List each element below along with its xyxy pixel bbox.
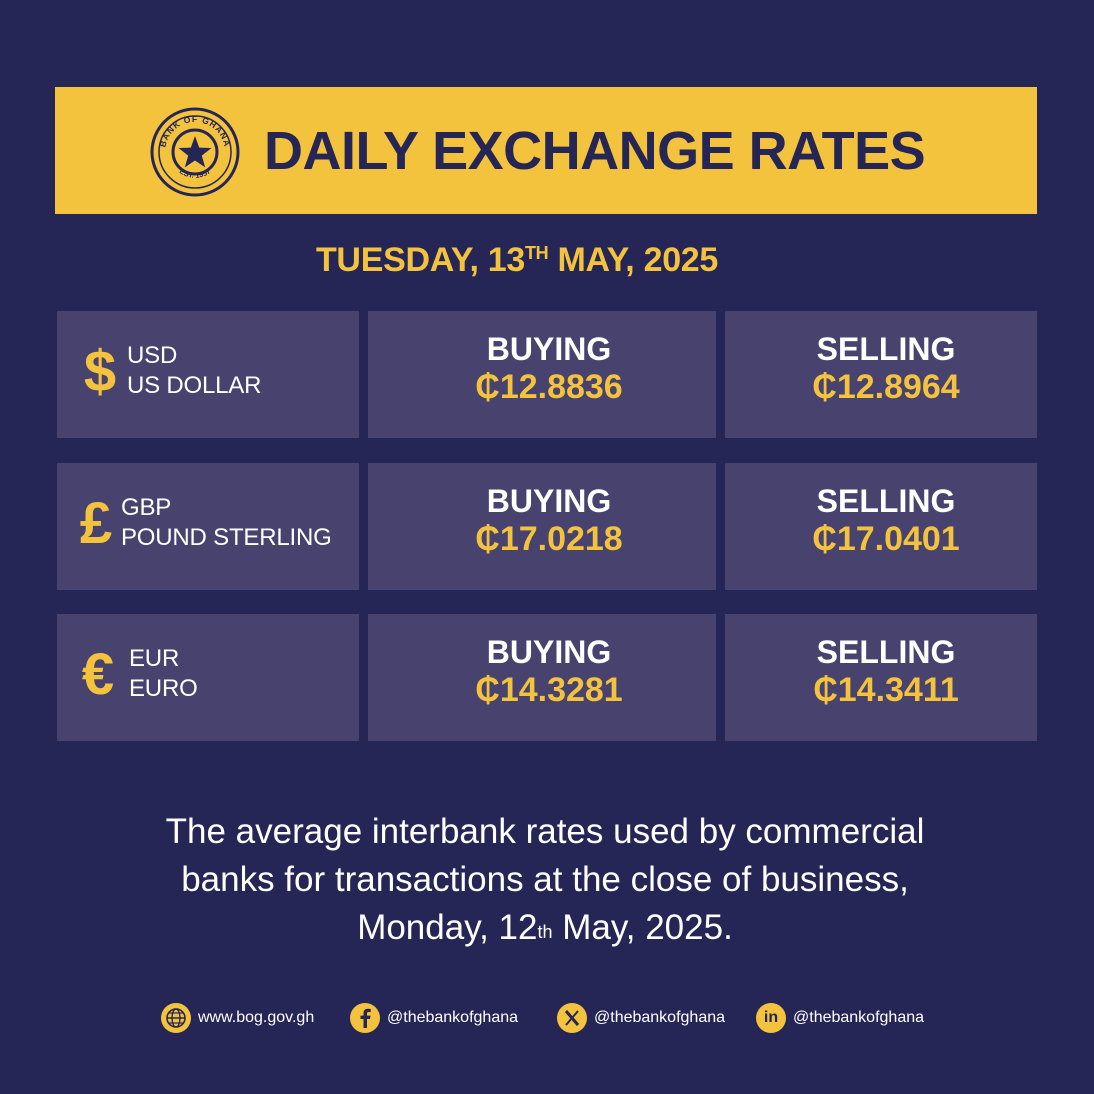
- x-handle: @thebankofghana: [594, 1009, 726, 1026]
- pound-icon: £: [79, 491, 113, 556]
- selling-label: SELLING: [816, 331, 956, 367]
- selling-rate: ₵14.3411: [813, 671, 959, 709]
- rate-row-gbp: £ GBP POUND STERLING BUYING ₵17.0218 SEL…: [57, 463, 1037, 590]
- buying-cell: BUYING ₵12.8836: [368, 311, 716, 438]
- currency-code: USD: [127, 342, 178, 369]
- page-title: DAILY EXCHANGE RATES: [264, 121, 926, 181]
- buying-label: BUYING: [486, 634, 612, 670]
- selling-rate: ₵12.8964: [812, 368, 960, 406]
- rate-row-eur: € EUR EURO BUYING ₵14.3281 SELLING ₵14.3…: [57, 614, 1037, 741]
- footnote-line: Monday, 12th May, 2025.: [357, 908, 733, 947]
- footnote: The average interbank rates used by comm…: [0, 808, 1094, 952]
- facebook-handle: @thebankofghana: [387, 1009, 519, 1026]
- dollar-icon: $: [83, 339, 117, 404]
- x-icon: [557, 1003, 587, 1033]
- selling-cell: SELLING ₵14.3411: [725, 614, 1037, 741]
- footnote-line: banks for transactions at the close of b…: [181, 860, 909, 899]
- selling-rate: ₵17.0401: [812, 520, 960, 558]
- footnote-line: The average interbank rates used by comm…: [165, 812, 925, 851]
- linkedin-icon: in: [756, 1003, 786, 1033]
- buying-rate: ₵12.8836: [475, 368, 623, 406]
- currency-cell: £ GBP POUND STERLING: [57, 463, 359, 590]
- currency-cell: € EUR EURO: [57, 614, 359, 741]
- linkedin-link[interactable]: in @thebankofghana: [756, 1002, 924, 1034]
- buying-rate: ₵17.0218: [475, 520, 623, 558]
- header-banner: BANK OF GHANA EST. 1957 DAILY EXCHANGE R…: [55, 87, 1037, 214]
- buying-cell: BUYING ₵17.0218: [368, 463, 716, 590]
- buying-rate: ₵14.3281: [475, 671, 623, 709]
- currency-name: POUND STERLING: [121, 524, 332, 551]
- buying-label: BUYING: [486, 483, 612, 519]
- facebook-link[interactable]: @thebankofghana: [350, 1002, 518, 1034]
- date-heading: TUESDAY, 13TH MAY, 2025: [315, 241, 719, 279]
- currency-code: GBP: [121, 494, 172, 521]
- linkedin-handle: @thebankofghana: [793, 1009, 925, 1026]
- selling-cell: SELLING ₵12.8964: [725, 311, 1037, 438]
- selling-label: SELLING: [816, 483, 956, 519]
- website-text: www.bog.gov.gh: [198, 1009, 315, 1026]
- rate-row-usd: $ USD US DOLLAR BUYING ₵12.8836 SELLING …: [57, 311, 1037, 438]
- currency-name: US DOLLAR: [127, 372, 262, 399]
- bank-of-ghana-seal-icon: BANK OF GHANA EST. 1957: [150, 107, 240, 197]
- euro-icon: €: [81, 642, 115, 707]
- currency-code: EUR: [129, 645, 180, 672]
- buying-cell: BUYING ₵14.3281: [368, 614, 716, 741]
- globe-icon: [161, 1003, 191, 1033]
- selling-cell: SELLING ₵17.0401: [725, 463, 1037, 590]
- facebook-icon: [350, 1003, 380, 1033]
- website-link[interactable]: www.bog.gov.gh: [161, 1002, 314, 1034]
- currency-cell: $ USD US DOLLAR: [57, 311, 359, 438]
- svg-text:EST. 1957: EST. 1957: [178, 166, 213, 179]
- currency-name: EURO: [129, 675, 198, 702]
- selling-label: SELLING: [816, 634, 956, 670]
- buying-label: BUYING: [486, 331, 612, 367]
- x-link[interactable]: @thebankofghana: [557, 1002, 725, 1034]
